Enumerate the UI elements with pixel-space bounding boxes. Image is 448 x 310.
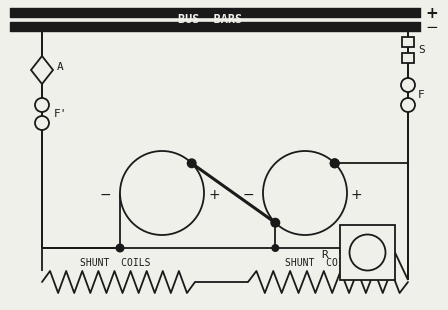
- Text: −: −: [425, 20, 438, 34]
- Text: −: −: [99, 188, 111, 202]
- Circle shape: [270, 218, 280, 228]
- Circle shape: [35, 116, 49, 130]
- Circle shape: [263, 151, 347, 235]
- Text: R: R: [321, 250, 328, 259]
- Circle shape: [187, 158, 197, 168]
- Bar: [402, 53, 414, 63]
- Text: F': F': [54, 109, 68, 119]
- Text: SHUNT  COILS: SHUNT COILS: [285, 258, 355, 268]
- Text: BUS  BARS: BUS BARS: [178, 13, 242, 26]
- Polygon shape: [31, 56, 53, 84]
- Text: −: −: [242, 188, 254, 202]
- Text: S: S: [418, 45, 425, 55]
- Bar: [402, 37, 414, 47]
- Circle shape: [271, 244, 279, 252]
- Text: SHUNT  COILS: SHUNT COILS: [80, 258, 150, 268]
- Circle shape: [349, 234, 385, 271]
- Text: +: +: [208, 188, 220, 202]
- Circle shape: [330, 158, 340, 168]
- Circle shape: [120, 151, 204, 235]
- Text: +: +: [425, 6, 438, 20]
- Circle shape: [401, 98, 415, 112]
- Circle shape: [401, 78, 415, 92]
- Circle shape: [35, 98, 49, 112]
- Bar: [340, 225, 395, 280]
- Circle shape: [330, 158, 340, 168]
- Text: A: A: [57, 62, 64, 72]
- Circle shape: [116, 243, 125, 253]
- Text: +: +: [351, 188, 362, 202]
- Text: F: F: [418, 90, 425, 100]
